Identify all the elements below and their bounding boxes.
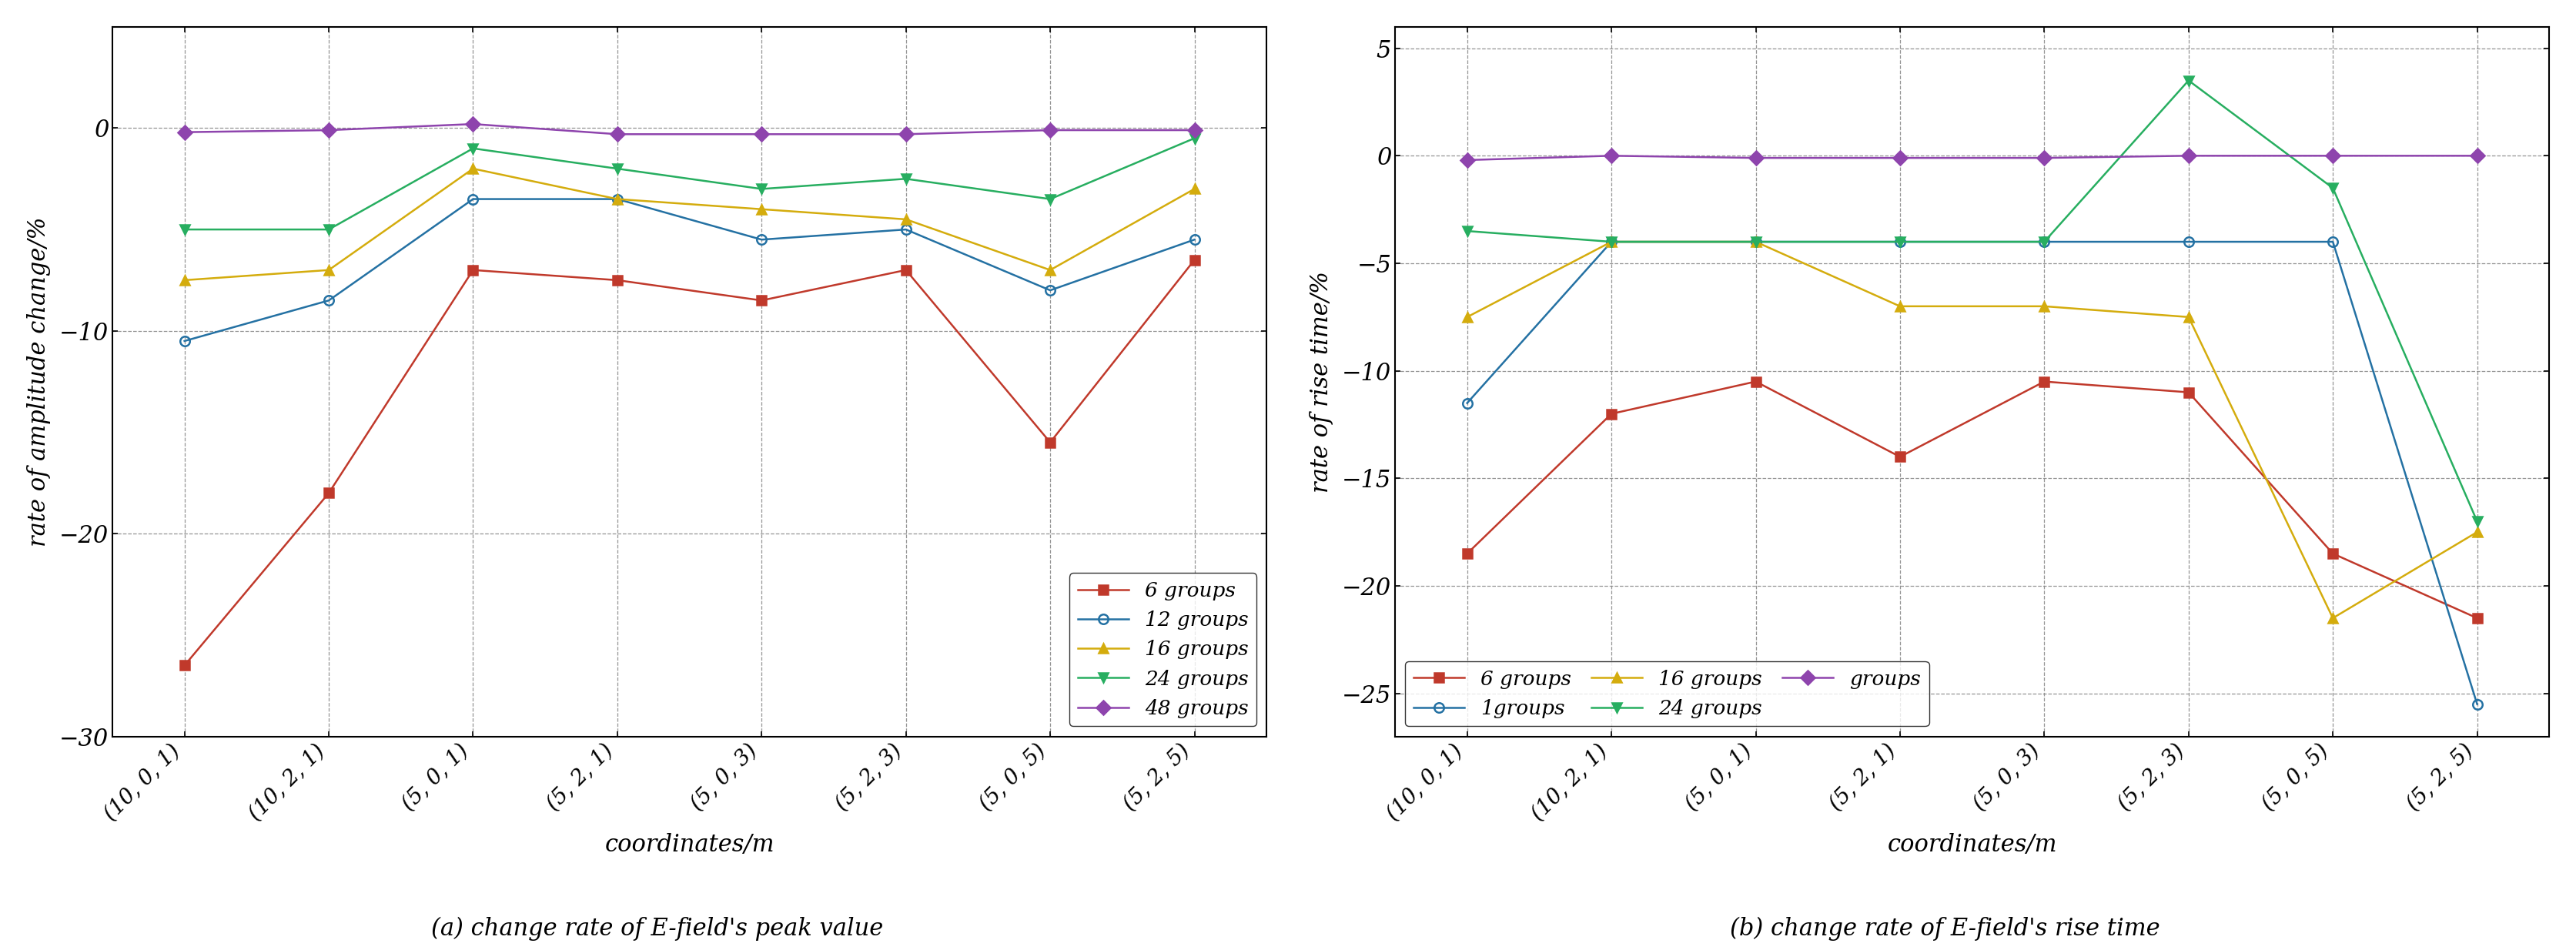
24 groups — [459, 142, 489, 154]
1groups — [1886, 236, 1917, 247]
24 groups — [2318, 182, 2349, 194]
6 groups — [1741, 376, 1772, 388]
24 groups — [1597, 236, 1628, 247]
24 groups — [1180, 133, 1211, 144]
12 groups — [1036, 285, 1066, 296]
Text: (a) change rate of E-field's peak value: (a) change rate of E-field's peak value — [430, 917, 884, 940]
48 groups — [891, 128, 922, 140]
1groups — [2174, 236, 2205, 247]
Legend: 6 groups, 1groups, 16 groups, 24 groups, groups: 6 groups, 1groups, 16 groups, 24 groups,… — [1404, 661, 1929, 726]
Line: 16 groups: 16 groups — [1463, 237, 2481, 623]
12 groups — [603, 194, 634, 205]
12 groups — [1180, 234, 1211, 245]
X-axis label: coordinates/m: coordinates/m — [605, 833, 775, 857]
6 groups — [170, 659, 201, 671]
groups — [2174, 150, 2205, 162]
16 groups — [1180, 183, 1211, 195]
6 groups — [891, 264, 922, 275]
48 groups — [170, 126, 201, 138]
groups — [1886, 152, 1917, 163]
Line: 12 groups: 12 groups — [180, 194, 1200, 346]
6 groups — [1036, 437, 1066, 448]
48 groups — [1036, 124, 1066, 136]
16 groups — [1453, 312, 1484, 323]
X-axis label: coordinates/m: coordinates/m — [1888, 833, 2058, 857]
24 groups — [170, 224, 201, 236]
16 groups — [2318, 613, 2349, 624]
6 groups — [1453, 548, 1484, 560]
16 groups — [603, 194, 634, 205]
16 groups — [747, 203, 778, 215]
6 groups — [314, 487, 345, 499]
24 groups — [1886, 236, 1917, 247]
24 groups — [1453, 225, 1484, 237]
16 groups — [2174, 312, 2205, 323]
16 groups — [1741, 236, 1772, 247]
groups — [1453, 154, 1484, 165]
24 groups — [2174, 75, 2205, 86]
groups — [2030, 152, 2061, 163]
Line: 48 groups: 48 groups — [180, 120, 1200, 139]
12 groups — [891, 224, 922, 236]
12 groups — [747, 234, 778, 245]
Line: 24 groups: 24 groups — [180, 133, 1200, 235]
1groups — [1453, 397, 1484, 408]
48 groups — [1180, 124, 1211, 136]
Line: groups: groups — [1463, 151, 2481, 165]
6 groups — [2318, 548, 2349, 560]
24 groups — [603, 163, 634, 175]
Line: 24 groups: 24 groups — [1463, 76, 2481, 526]
24 groups — [891, 173, 922, 184]
Text: (b) change rate of E-field's rise time: (b) change rate of E-field's rise time — [1731, 917, 2159, 940]
6 groups — [2030, 376, 2061, 388]
1groups — [2463, 698, 2494, 710]
48 groups — [747, 128, 778, 140]
16 groups — [891, 214, 922, 225]
6 groups — [747, 294, 778, 306]
16 groups — [459, 163, 489, 175]
12 groups — [314, 294, 345, 306]
6 groups — [603, 275, 634, 286]
24 groups — [747, 183, 778, 195]
6 groups — [1597, 408, 1628, 420]
6 groups — [1886, 451, 1917, 463]
1groups — [2030, 236, 2061, 247]
16 groups — [2463, 526, 2494, 538]
1groups — [1597, 236, 1628, 247]
Line: 1groups: 1groups — [1463, 237, 2481, 709]
1groups — [1741, 236, 1772, 247]
48 groups — [603, 128, 634, 140]
16 groups — [314, 264, 345, 275]
groups — [1597, 150, 1628, 162]
Y-axis label: rate of amplitude change/%: rate of amplitude change/% — [26, 217, 52, 546]
1groups — [2318, 236, 2349, 247]
12 groups — [459, 194, 489, 205]
48 groups — [314, 124, 345, 136]
Legend: 6 groups, 12 groups, 16 groups, 24 groups, 48 groups: 6 groups, 12 groups, 16 groups, 24 group… — [1069, 573, 1257, 726]
groups — [1741, 152, 1772, 163]
24 groups — [2030, 236, 2061, 247]
Line: 16 groups: 16 groups — [180, 163, 1200, 285]
6 groups — [2463, 613, 2494, 624]
groups — [2318, 150, 2349, 162]
48 groups — [459, 119, 489, 130]
6 groups — [2174, 387, 2205, 398]
12 groups — [170, 335, 201, 347]
16 groups — [1886, 300, 1917, 312]
16 groups — [1597, 236, 1628, 247]
16 groups — [1036, 264, 1066, 275]
Line: 6 groups: 6 groups — [180, 256, 1200, 670]
6 groups — [1180, 255, 1211, 266]
24 groups — [1741, 236, 1772, 247]
24 groups — [2463, 516, 2494, 527]
Y-axis label: rate of rise time/%: rate of rise time/% — [1309, 271, 1334, 492]
groups — [2463, 150, 2494, 162]
16 groups — [170, 275, 201, 286]
16 groups — [2030, 300, 2061, 312]
Line: 6 groups: 6 groups — [1463, 377, 2481, 623]
24 groups — [314, 224, 345, 236]
6 groups — [459, 264, 489, 275]
24 groups — [1036, 194, 1066, 205]
